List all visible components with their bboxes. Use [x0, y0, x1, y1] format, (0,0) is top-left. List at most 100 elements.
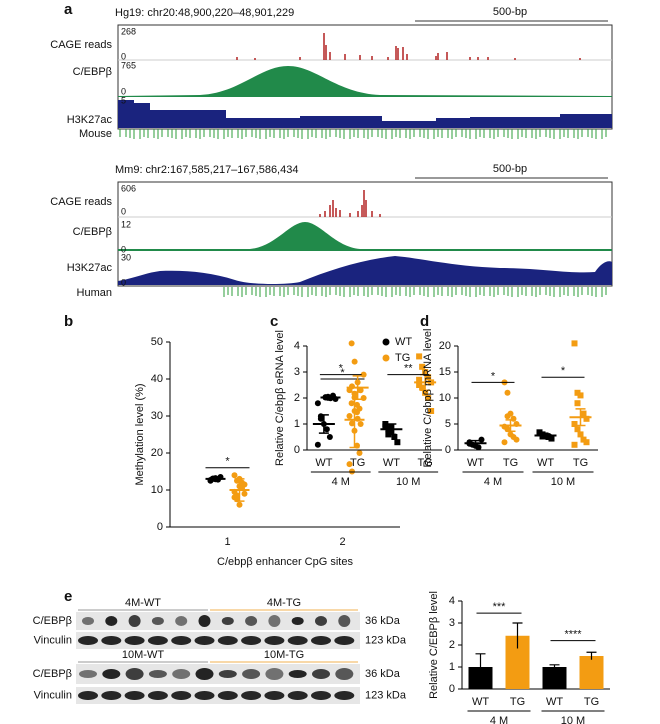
data-point [425, 395, 432, 401]
blot-band [264, 636, 285, 645]
x-tick-label: WT [537, 457, 554, 469]
blot-strip [76, 664, 360, 684]
error-bar [470, 439, 481, 447]
blot-band [151, 617, 164, 625]
track-min: 0 [121, 277, 126, 287]
blot-row-label: C/EBPβ [33, 615, 72, 627]
legend-marker [382, 354, 390, 362]
blot-band [171, 636, 192, 645]
error-bar [210, 476, 221, 482]
error-bar [586, 651, 597, 660]
y-axis-label: Relative C/ebpβ eRNA level [274, 330, 286, 466]
blot-band [148, 670, 167, 678]
significance-label: * [225, 456, 230, 468]
data-point [317, 415, 324, 422]
blot-band [338, 615, 351, 627]
y-tick-label: 3 [294, 366, 300, 378]
y-tick-label: 30 [151, 410, 163, 422]
data-point [580, 410, 587, 417]
data-point [422, 369, 429, 375]
track-min: 0 [121, 51, 126, 61]
y-tick-label: 20 [151, 447, 163, 459]
x-tick-label: TG [350, 457, 365, 469]
significance-label: * [561, 365, 566, 377]
data-point [577, 431, 584, 438]
track-max: 765 [121, 60, 136, 70]
conservation-label: Human [77, 287, 112, 299]
track-label: C/EBPβ [73, 226, 112, 238]
cage-signal [319, 190, 381, 217]
data-point [425, 374, 432, 381]
blot-size-label: 36 kDa [365, 615, 401, 627]
blot-band [335, 668, 354, 680]
y-axis-label: Methylation level (%) [134, 383, 146, 485]
error-bar [352, 375, 363, 401]
track-max: 606 [121, 183, 136, 193]
data-point [394, 439, 401, 446]
error-bar [512, 622, 523, 649]
data-point [574, 426, 581, 433]
blot-band [241, 636, 262, 645]
blot-strip [76, 612, 360, 630]
panel-label: b [64, 313, 73, 330]
data-point [231, 472, 238, 479]
track-label: CAGE reads [50, 39, 112, 51]
y-axis-label: Relative C/ebpβ mRNA level [422, 329, 434, 468]
y-tick-label: 50 [151, 336, 163, 348]
blot-row-label: Vinculin [34, 689, 72, 701]
y-tick-label: 2 [449, 639, 455, 651]
data-point [577, 392, 584, 399]
lane-group-label: 10M-WT [122, 649, 164, 661]
track-label: H3K27ac [67, 114, 113, 126]
blot-band [334, 636, 355, 645]
error-bar [234, 478, 245, 502]
significance-label: *** [493, 601, 507, 613]
track-max: 30 [121, 252, 131, 262]
y-tick-label: 40 [151, 373, 163, 385]
panel-label: e [64, 588, 72, 605]
blot-band [311, 636, 331, 645]
track-max: 268 [121, 26, 136, 36]
blot-band [194, 691, 215, 700]
blot-band [195, 668, 214, 680]
blot-band [79, 670, 97, 678]
track-label: H3K27ac [67, 262, 113, 274]
track-title: Hg19: chr20:48,900,220–48,901,229 [115, 7, 294, 19]
blot-band [147, 636, 168, 645]
x-tick-label: TG [584, 696, 599, 708]
blot-band [78, 636, 98, 645]
group-label: 4 M [484, 476, 502, 488]
data-point [348, 400, 355, 407]
group-label: 4 M [490, 715, 508, 724]
significance-label: * [339, 363, 344, 375]
data-point [428, 408, 435, 414]
data-point [536, 430, 543, 437]
data-point [419, 363, 426, 370]
data-point [583, 415, 590, 422]
data-point [234, 492, 240, 499]
data-point [574, 400, 581, 407]
blot-band [105, 616, 118, 626]
blot-band [147, 691, 168, 700]
x-tick-label: TG [417, 457, 432, 469]
x-axis-label: C/ebpβ enhancer CpG sites [217, 556, 353, 568]
data-point [351, 408, 358, 414]
error-bar [325, 394, 336, 401]
bar [579, 656, 604, 689]
data-point [504, 389, 511, 396]
blot-band [217, 691, 238, 700]
blot-band [241, 691, 262, 700]
data-point [314, 400, 321, 407]
panel-label: d [420, 313, 429, 330]
lane-group-label: 4M-WT [125, 597, 161, 609]
data-point [416, 353, 423, 360]
significance-label: * [491, 370, 496, 382]
data-point [382, 421, 389, 427]
data-point [571, 441, 578, 448]
track-max: 5 [121, 95, 126, 105]
blot-band [101, 636, 122, 645]
data-point [323, 426, 330, 433]
conservation-label: Mouse [79, 128, 112, 140]
blot-band [287, 636, 308, 645]
x-tick-label: TG [510, 696, 525, 708]
